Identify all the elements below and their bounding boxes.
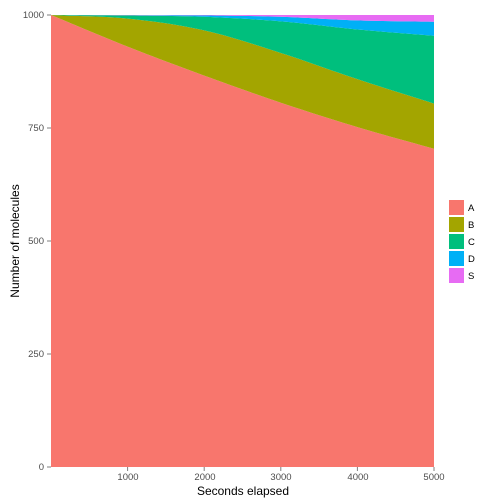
series-areas (51, 15, 434, 467)
legend-label-s: S (468, 271, 474, 282)
x-tick-label: 2000 (194, 472, 215, 483)
y-tick-label: 750 (28, 123, 44, 134)
area-series-s (51, 15, 434, 22)
y-tick-label: 0 (39, 462, 44, 473)
legend-label-d: D (468, 254, 475, 265)
x-tick-label: 3000 (270, 472, 291, 483)
x-axis-title: Seconds elapsed (197, 484, 289, 498)
legend-swatch-c (449, 234, 464, 249)
y-tick-label: 250 (28, 349, 44, 360)
x-axis: 1000 2000 3000 4000 5000 (117, 467, 445, 483)
y-axis-title: Number of molecules (8, 184, 22, 297)
area-series-b (51, 15, 434, 149)
legend-swatch-a (449, 200, 464, 215)
x-tick-label: 4000 (347, 472, 368, 483)
y-axis: 1000 750 500 250 0 (23, 10, 51, 473)
legend-swatch-s (449, 268, 464, 283)
x-tick-label: 5000 (423, 472, 444, 483)
legend-swatch-b (449, 217, 464, 232)
legend-label-a: A (468, 203, 475, 214)
legend-label-c: C (468, 237, 475, 248)
y-tick-label: 1000 (23, 10, 44, 21)
area-series-c (51, 15, 434, 104)
y-tick-label: 500 (28, 236, 44, 247)
area-series-a (51, 15, 434, 467)
legend-swatch-d (449, 251, 464, 266)
legend-label-b: B (468, 220, 474, 231)
x-tick-label: 1000 (117, 472, 138, 483)
area-series-d (51, 15, 434, 36)
